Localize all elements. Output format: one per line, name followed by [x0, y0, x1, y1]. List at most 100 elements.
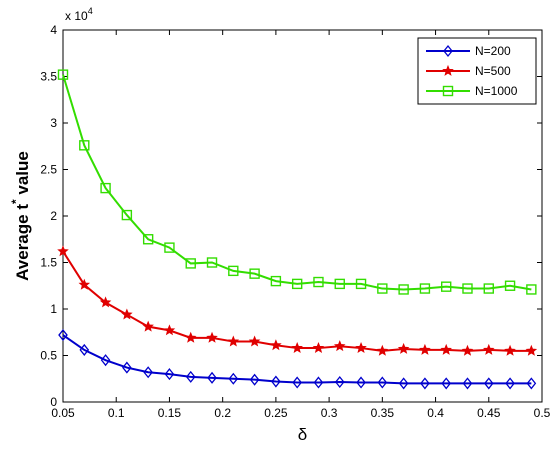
data-point	[420, 377, 430, 390]
data-point	[164, 368, 175, 381]
data-point	[249, 268, 260, 279]
data-point	[355, 341, 367, 353]
legend-label: N=500	[475, 64, 511, 78]
data-point	[122, 361, 132, 374]
data-point	[483, 283, 494, 294]
y-tick-label: 2	[50, 209, 57, 223]
legend-item: N=500	[426, 64, 511, 78]
y-axis-label: Average t* value	[9, 151, 32, 281]
data-point	[377, 376, 388, 389]
data-point	[185, 370, 196, 383]
data-point	[440, 343, 452, 355]
y-axis-label-rest: value	[13, 151, 32, 199]
data-point	[143, 366, 153, 379]
data-point	[164, 242, 175, 253]
y-exponent-power: 4	[88, 6, 93, 16]
data-point	[462, 283, 473, 294]
data-point	[291, 278, 303, 290]
y-tick-label: 3.5	[40, 70, 57, 84]
data-point	[312, 341, 325, 353]
series-n-200	[58, 328, 537, 390]
series-line	[62, 74, 532, 291]
x-tick-label: 0.1	[108, 406, 125, 420]
data-point	[57, 245, 69, 257]
data-point	[504, 280, 516, 291]
data-point	[419, 283, 431, 294]
data-point	[376, 344, 389, 356]
data-point	[397, 342, 410, 354]
data-point	[334, 278, 345, 290]
data-point	[441, 281, 452, 292]
data-point	[100, 354, 111, 367]
y-tick-label: 0	[50, 395, 57, 409]
x-tick-label: 0.2	[214, 406, 231, 420]
data-point	[419, 343, 431, 355]
data-point	[483, 377, 494, 390]
series-n-1000	[57, 69, 537, 295]
legend-item: N=200	[426, 44, 511, 58]
y-tick-label: 1	[50, 302, 57, 316]
y-axis-label-main: Average t	[13, 204, 32, 281]
legend-box	[417, 37, 537, 105]
data-point	[206, 257, 218, 268]
legend-item: N=1000	[426, 84, 518, 98]
data-point	[355, 278, 367, 290]
data-point	[292, 376, 303, 389]
data-point	[99, 296, 112, 308]
data-point	[207, 371, 217, 384]
data-point	[526, 284, 537, 295]
data-point	[163, 324, 176, 336]
data-point	[79, 343, 90, 356]
data-point	[504, 344, 516, 356]
data-point	[121, 209, 133, 221]
data-point	[356, 376, 366, 389]
data-point	[184, 331, 197, 343]
y-tick-label: 0.5	[40, 349, 57, 363]
data-point	[377, 283, 388, 294]
data-point	[334, 375, 345, 389]
data-point	[398, 377, 409, 390]
x-tick-label: 0.25	[264, 406, 288, 420]
x-axis-label: δ	[298, 425, 307, 444]
x-tick-label: 0.15	[158, 406, 182, 420]
y-tick-label: 1.5	[40, 256, 57, 270]
data-point	[441, 377, 452, 390]
x-tick-label: 0.5	[534, 406, 550, 420]
y-exponent-base: x 10	[65, 9, 88, 23]
data-point	[398, 284, 409, 295]
legend: N=200 N=500 N=1000	[417, 37, 537, 105]
data-point	[228, 265, 239, 277]
y-exponent-label: x 104	[65, 6, 93, 23]
y-tick-label: 3	[50, 116, 57, 130]
data-point	[185, 258, 196, 269]
x-tick-label: 0.3	[321, 406, 338, 420]
data-point	[443, 44, 453, 58]
data-point	[227, 335, 240, 347]
data-point	[79, 140, 90, 151]
data-point	[313, 276, 324, 288]
data-point	[271, 375, 281, 388]
axis-ticks: 0.05 0.1 0.15 0.2 0.25 0.3 0.35 0.4 0.45 0.5 0 0.5 1…	[40, 23, 550, 420]
data-point	[121, 308, 133, 320]
data-point	[58, 328, 68, 342]
data-point	[482, 343, 495, 355]
data-point	[333, 340, 346, 352]
data-point	[206, 331, 218, 343]
data-point	[228, 372, 239, 385]
data-point	[249, 373, 260, 386]
x-tick-label: 0.35	[371, 406, 395, 420]
legend-label: N=200	[475, 44, 511, 58]
data-point	[461, 344, 474, 356]
x-tick-label: 0.05	[51, 406, 75, 420]
data-point	[526, 377, 537, 390]
data-point	[248, 335, 261, 347]
series-layer	[57, 69, 538, 390]
data-point	[142, 234, 154, 245]
data-point	[142, 320, 154, 332]
data-point	[270, 275, 282, 287]
data-point	[313, 376, 324, 389]
series-n-500	[57, 245, 538, 356]
x-tick-label: 0.4	[427, 406, 444, 420]
series-line	[62, 334, 532, 385]
